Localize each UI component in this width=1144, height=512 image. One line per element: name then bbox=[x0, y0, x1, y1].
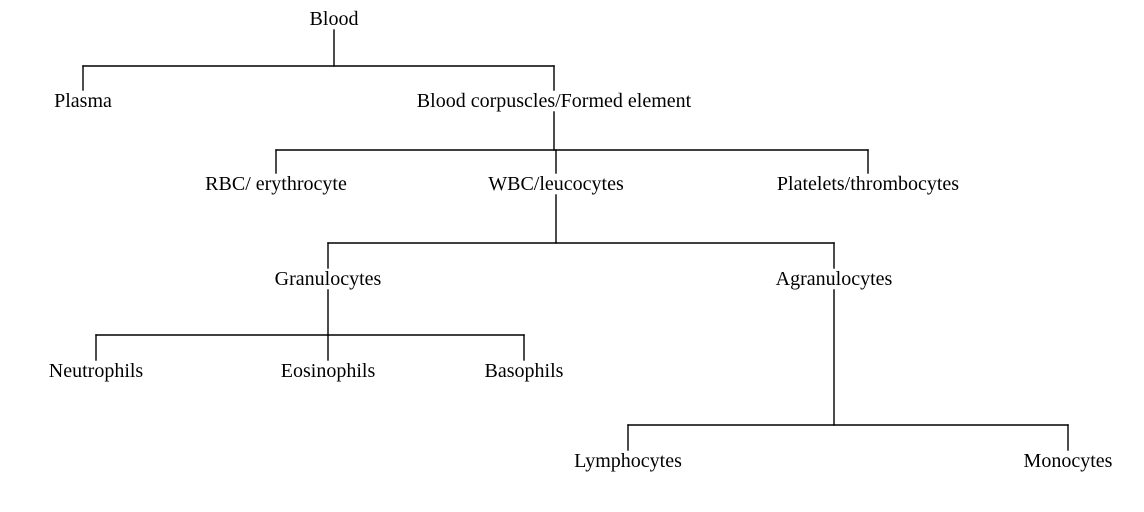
node-platelets: Platelets/thrombocytes bbox=[777, 173, 959, 196]
node-lymphocytes: Lymphocytes bbox=[574, 450, 682, 473]
node-rbc: RBC/ erythrocyte bbox=[205, 173, 347, 196]
node-monocytes: Monocytes bbox=[1024, 450, 1113, 473]
node-plasma: Plasma bbox=[54, 90, 112, 113]
node-blood: Blood bbox=[310, 8, 359, 31]
node-agranulocytes: Agranulocytes bbox=[776, 268, 893, 291]
node-corpuscles: Blood corpuscles/Formed element bbox=[417, 90, 691, 113]
node-eosinophils: Eosinophils bbox=[281, 360, 375, 383]
tree-connectors bbox=[0, 0, 1144, 512]
node-neutrophils: Neutrophils bbox=[49, 360, 143, 383]
blood-tree-diagram: Blood Plasma Blood corpuscles/Formed ele… bbox=[0, 0, 1144, 512]
node-granulocytes: Granulocytes bbox=[275, 268, 382, 291]
node-wbc: WBC/leucocytes bbox=[488, 173, 624, 196]
node-basophils: Basophils bbox=[485, 360, 564, 383]
